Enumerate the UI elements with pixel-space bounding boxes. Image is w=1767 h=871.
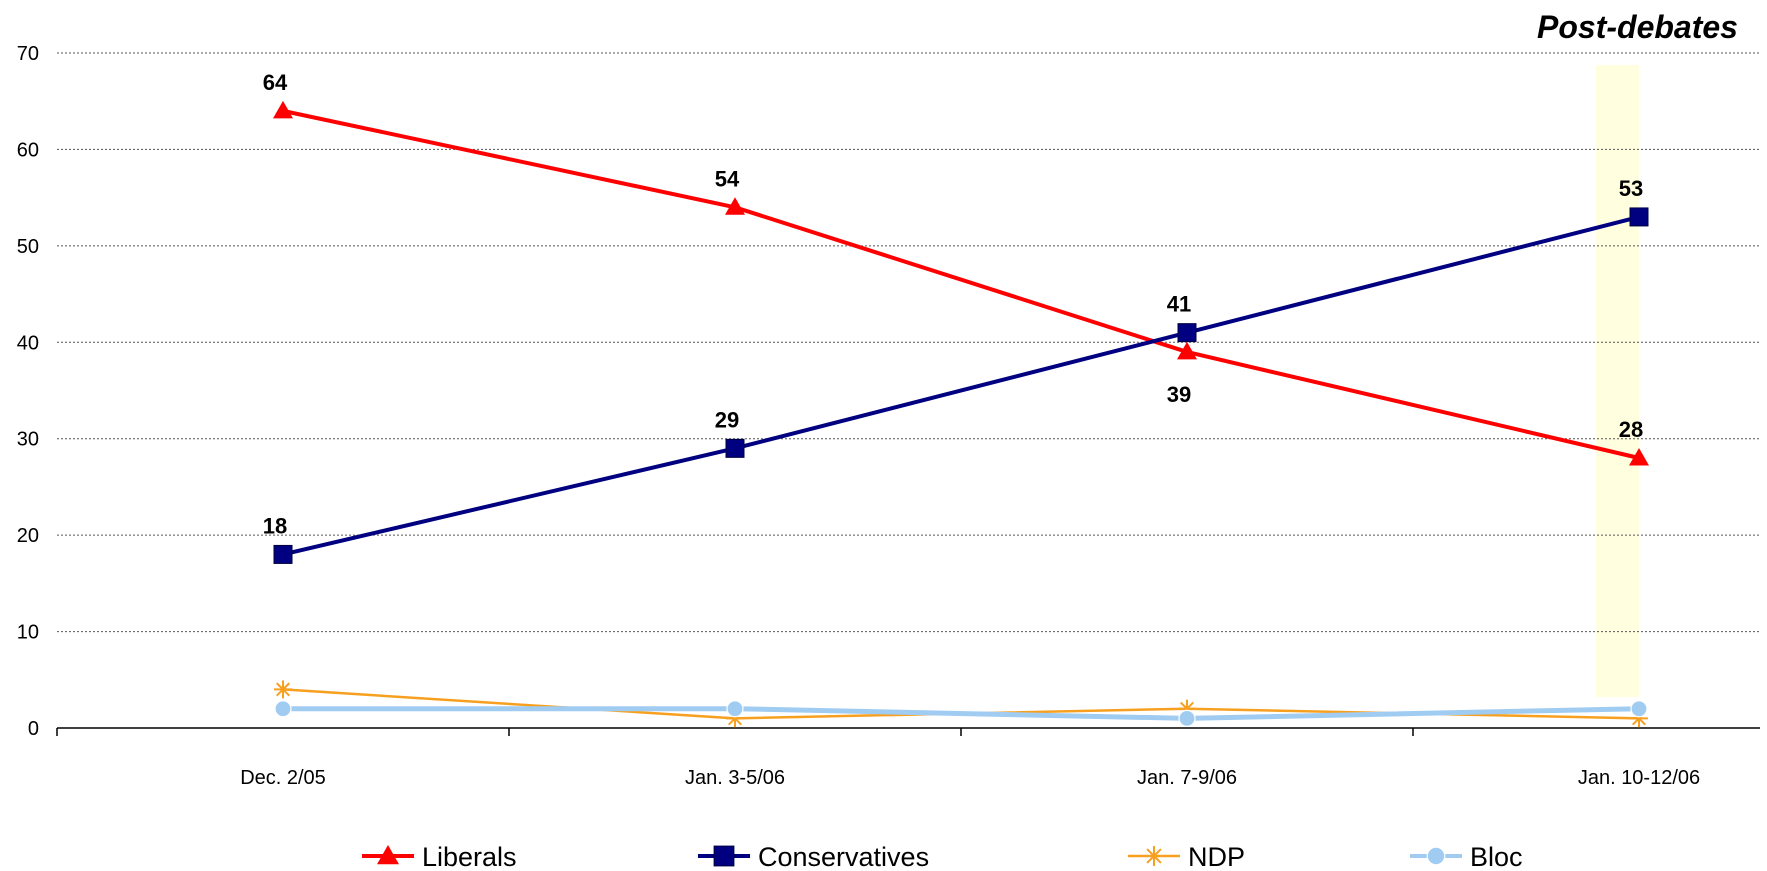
post-debates-highlight: [1596, 65, 1639, 697]
data-point-liberals: [1629, 448, 1649, 466]
y-tick-label: 60: [17, 139, 39, 161]
data-point-conservatives: [273, 544, 293, 564]
series-group: [273, 100, 1649, 728]
legend-label-bloc: Bloc: [1470, 842, 1523, 871]
data-point-bloc: [1178, 709, 1196, 727]
y-tick-label: 30: [17, 429, 39, 451]
y-tick-label: 10: [17, 622, 39, 644]
data-labels: 64 54 39 28 18 29 41 53: [263, 70, 1643, 539]
series-ndp: [274, 680, 1648, 728]
data-label-conservatives: 29: [715, 407, 739, 432]
data-point-conservatives: [725, 438, 745, 458]
y-tick-label: 0: [28, 718, 39, 740]
y-tick-label: 70: [17, 43, 39, 65]
data-label-liberals: 28: [1619, 417, 1643, 442]
x-tick-label: Dec. 2/05: [240, 767, 326, 789]
legend-item-ndp: NDP: [1128, 842, 1245, 871]
series-conservatives: [273, 207, 1649, 564]
data-point-liberals: [1177, 341, 1197, 360]
series-line-liberals: [282, 108, 1640, 460]
post-debates-annotation: Post-debates: [1537, 9, 1738, 45]
x-tick-label: Jan. 3-5/06: [685, 767, 785, 789]
legend-item-bloc: Bloc: [1410, 842, 1523, 871]
x-tick-label: Jan. 10-12/06: [1578, 767, 1700, 789]
legend-marker-conservatives: [713, 845, 735, 867]
x-axis: Dec. 2/05 Jan. 3-5/06 Jan. 7-9/06 Jan. 10-1…: [56, 727, 1760, 789]
data-label-liberals: 39: [1167, 382, 1191, 407]
data-point-conservatives: [1629, 207, 1649, 227]
y-tick-label: 50: [17, 236, 39, 258]
data-point-bloc: [726, 700, 744, 718]
gridlines: [57, 52, 1760, 633]
data-label-liberals: 54: [715, 166, 740, 191]
data-label-conservatives: 41: [1167, 292, 1191, 317]
series-line-bloc: [283, 706, 1640, 721]
y-tick-label: 20: [17, 525, 39, 547]
legend-label-conservatives: Conservatives: [758, 842, 929, 871]
data-point-ndp: [274, 680, 292, 699]
data-label-liberals: 64: [263, 70, 288, 95]
series-liberals: [273, 100, 1649, 466]
x-tick-label: Jan. 7-9/06: [1137, 767, 1237, 789]
legend: Liberals Conservatives NDP Bloc: [362, 842, 1523, 871]
data-point-liberals: [273, 100, 293, 119]
series-bloc: [274, 700, 1648, 727]
data-point-conservatives: [1177, 323, 1197, 343]
legend-item-liberals: Liberals: [362, 842, 517, 871]
data-point-bloc: [274, 700, 292, 718]
series-line-conservatives: [282, 214, 1640, 557]
legend-label-liberals: Liberals: [422, 842, 517, 871]
data-label-conservatives: 18: [263, 513, 287, 538]
y-axis: 0 10 20 30 40 50 60 70: [17, 43, 39, 740]
data-label-conservatives: 53: [1619, 176, 1643, 201]
legend-marker-liberals: [377, 845, 399, 865]
y-tick-label: 40: [17, 332, 39, 354]
legend-marker-ndp: [1144, 846, 1164, 866]
data-point-bloc: [1630, 700, 1648, 718]
data-point-liberals: [725, 197, 745, 215]
legend-label-ndp: NDP: [1188, 842, 1245, 871]
legend-item-conservatives: Conservatives: [698, 842, 929, 871]
legend-marker-bloc: [1426, 846, 1446, 866]
